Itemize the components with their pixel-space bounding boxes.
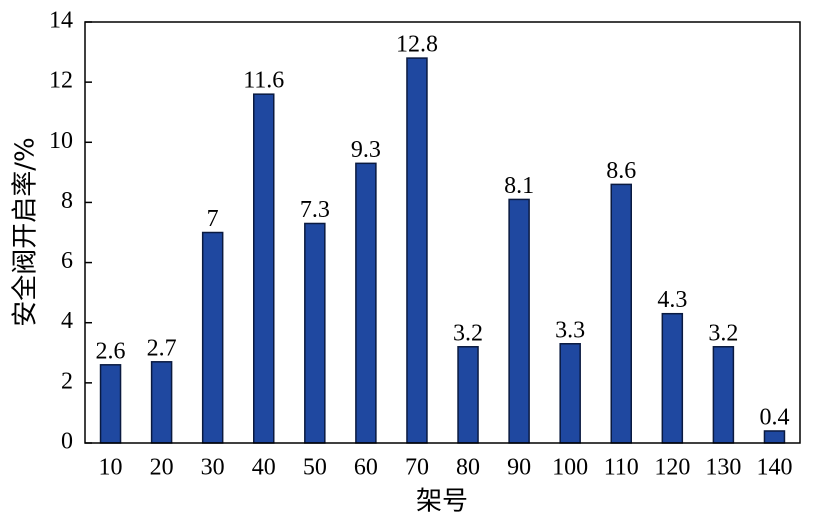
y-tick-label: 8: [61, 188, 73, 214]
value-label: 2.6: [96, 338, 126, 364]
value-label: 4.3: [657, 287, 687, 313]
bar: [304, 222, 326, 444]
x-tick-label: 120: [654, 455, 690, 481]
value-label: 0.4: [759, 404, 789, 430]
value-label: 12.8: [396, 32, 438, 58]
y-axis-title: 安全阀开启率/%: [11, 137, 41, 326]
value-label: 3.3: [555, 317, 585, 343]
x-tick-label: 40: [252, 455, 276, 481]
x-tick-label: 90: [507, 455, 531, 481]
bar: [150, 361, 173, 444]
bar: [201, 231, 224, 444]
x-axis-title: 架号: [416, 487, 468, 517]
y-tick-label: 2: [61, 368, 73, 394]
y-tick-label: 0: [61, 429, 73, 455]
x-tick-label: 140: [756, 455, 792, 481]
value-label: 9.3: [351, 137, 381, 163]
bar: [508, 198, 530, 444]
bar: [559, 343, 581, 444]
y-tick-label: 4: [61, 308, 73, 334]
y-tick-label: 10: [49, 128, 73, 154]
x-tick-label: 60: [354, 455, 378, 481]
x-tick-label: 100: [552, 455, 588, 481]
value-label: 11.6: [243, 68, 284, 94]
y-tick-label: 6: [61, 248, 73, 274]
bar: [712, 346, 735, 444]
value-label: 7: [207, 206, 219, 232]
value-label: 3.2: [708, 320, 738, 346]
bar: [99, 364, 122, 444]
value-label: 3.2: [453, 320, 483, 346]
value-label: 8.6: [606, 158, 636, 184]
bar: [763, 430, 786, 444]
bar: [355, 162, 377, 444]
bar: [406, 57, 428, 444]
plot-frame: [84, 21, 801, 444]
y-tick-label: 14: [49, 8, 73, 34]
x-tick-label: 130: [705, 455, 741, 481]
value-label: 2.7: [147, 335, 177, 361]
x-tick-label: 30: [201, 455, 225, 481]
x-tick-label: 20: [150, 455, 174, 481]
x-tick-label: 50: [303, 455, 327, 481]
bar: [661, 312, 684, 444]
x-tick-label: 70: [405, 455, 429, 481]
x-tick-label: 10: [99, 455, 123, 481]
y-tick-label: 12: [49, 68, 73, 94]
bar: [253, 93, 275, 444]
value-label: 8.1: [504, 173, 534, 199]
value-label: 7.3: [300, 197, 330, 223]
bar: [457, 346, 479, 444]
bar: [610, 183, 632, 444]
x-tick-label: 80: [456, 455, 480, 481]
x-tick-label: 110: [604, 455, 639, 481]
